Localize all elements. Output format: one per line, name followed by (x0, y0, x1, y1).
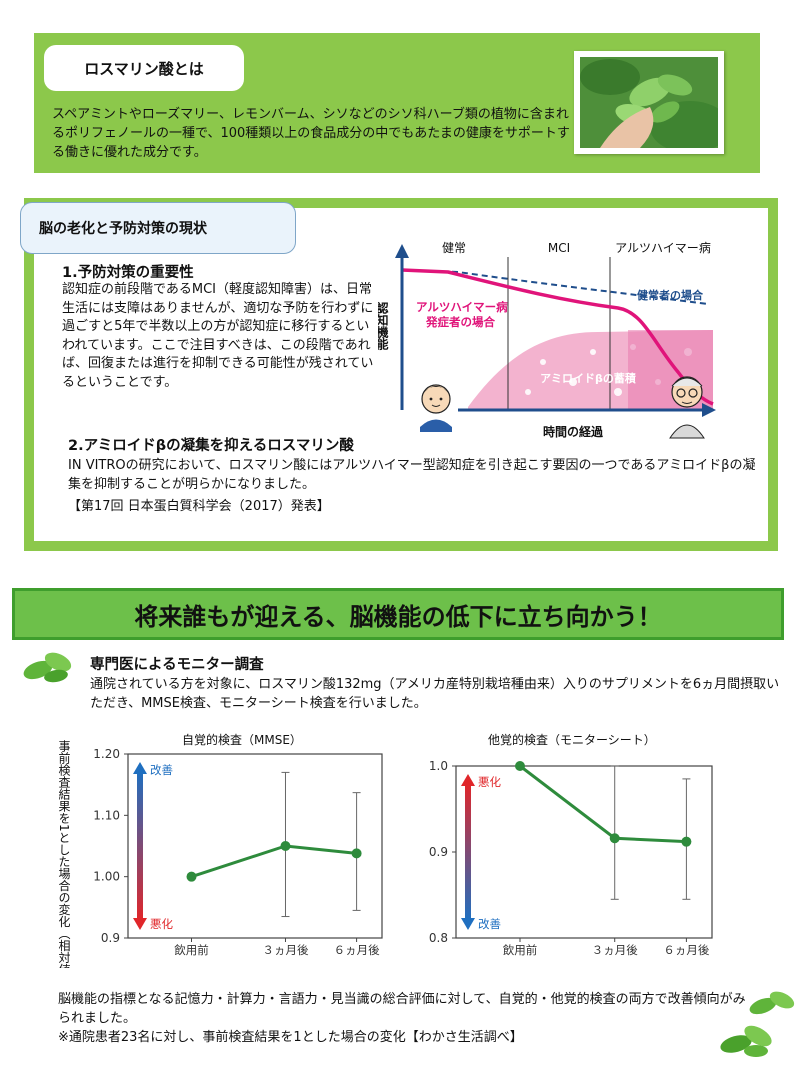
cognition-axis-label: 認知機能 (378, 301, 389, 351)
y-tick-label: 1.10 (93, 808, 120, 822)
chart2-title: 他覚的検査（モニターシート） (488, 733, 656, 747)
x-tick-label: ３ヵ月後 (592, 943, 638, 957)
footer-line1: 脳機能の指標となる記憶力・計算力・言語力・見当識の総合評価に対して、自覚的・他覚… (58, 992, 746, 1026)
svg-text:事前検査結果を1とした場合の変化（相対値）: 事前検査結果を1とした場合の変化（相対値） (57, 740, 71, 968)
amyloid-body: IN VITROの研究において、ロスマリン酸にはアルツハイマー型認知症を引き起こ… (68, 458, 756, 492)
x-tick-label: 飲用前 (174, 943, 209, 957)
rosmarinic-intro-section: ロスマリン酸とは スペアミントやローズマリー、レモンバーム、シソなどのシソ科ハー… (34, 33, 760, 173)
x-axis-arrow-icon (702, 403, 716, 417)
intro-title: ロスマリン酸とは (44, 45, 244, 91)
healthy-line (401, 269, 709, 305)
amyloid-reference: 【第17回 日本蛋白質科学会（2017）発表】 (68, 499, 330, 514)
series-line (519, 764, 687, 844)
stage-mci-label: MCI (548, 241, 570, 255)
y-tick-label: 0.9 (429, 845, 448, 859)
chart1-ylabel: 事前検査結果を1とした場合の変化（相対値） (57, 740, 71, 968)
direction-arrow-shaft (137, 772, 143, 920)
prevention-heading: 1.予防対策の重要性 (62, 265, 194, 281)
chart1-title: 自覚的検査（MMSE） (182, 733, 302, 747)
mint-photo (574, 51, 724, 154)
arrow-top-label: 改善 (150, 763, 173, 777)
mint-leaf-icon (23, 652, 72, 683)
arrow-bottom-label: 改善 (478, 917, 501, 931)
arrow-up-icon (461, 774, 475, 786)
arrow-top-label: 悪化 (478, 775, 501, 789)
y-tick-label: 1.0 (429, 759, 448, 773)
arrow-bottom-label: 悪化 (150, 917, 173, 931)
headline-banner: 将来誰もが迎える、脳機能の低下に立ち向かう！ (12, 588, 784, 640)
cognitive-decline-diagram: 健常 MCI アルツハイマー病 健常者の場合 アルツハイマー病 発症者の場合 ア… (378, 240, 716, 439)
x-tick-label: ３ヵ月後 (262, 943, 308, 957)
patient-case-label-2: 発症者の場合 (425, 315, 495, 329)
healthy-case-label: 健常者の場合 (637, 288, 704, 302)
stage-healthy-label: 健常 (442, 241, 466, 255)
data-point (609, 833, 620, 844)
mint-leaf-icon (749, 991, 795, 1015)
mint-leaf-icon (720, 1025, 772, 1057)
data-point (351, 848, 362, 859)
y-axis-arrow-icon (395, 244, 409, 258)
elderly-person-icon (669, 376, 705, 439)
monitor-body: 通院されている方を対象に、ロスマリン酸132mg（アメリカ産特別栽培種由来）入り… (90, 677, 780, 711)
arrow-down-icon (133, 918, 147, 930)
y-tick-label: 1.00 (93, 870, 120, 884)
x-tick-label: ６ヵ月後 (663, 943, 709, 957)
prevention-body: 認知症の前段階であるMCI（軽度認知障害）は、日常生活には支障はありませんが、適… (62, 282, 374, 390)
brain-aging-title: 脳の老化と予防対策の現状 (20, 202, 296, 254)
stage-alzheimer-label: アルツハイマー病 (615, 240, 711, 255)
amyloid-label: アミロイドβの蓄積 (540, 371, 637, 385)
data-point (681, 836, 692, 847)
y-tick-label: 0.8 (429, 931, 448, 945)
y-tick-label: 1.20 (93, 747, 120, 761)
footer-note: 脳機能の指標となる記憶力・計算力・言語力・見当識の総合評価に対して、自覚的・他覚… (58, 990, 748, 1047)
data-point (186, 871, 197, 882)
patient-case-label-1: アルツハイマー病 (416, 300, 508, 314)
data-point (515, 761, 525, 771)
direction-arrow-shaft (465, 784, 471, 920)
plot-frame (455, 765, 713, 939)
data-point (280, 841, 291, 851)
time-axis-label: 時間の経過 (543, 424, 604, 439)
intro-body: スペアミントやローズマリー、レモンバーム、シソなどのシソ科ハーブ類の植物に含まれ… (52, 107, 570, 160)
arrow-down-icon (461, 918, 475, 930)
arrow-up-icon (133, 762, 147, 774)
plot-frame (127, 753, 383, 939)
footer-line2: ※通院患者23名に対し、事前検査結果を1とした場合の変化【わかさ生活調べ】 (58, 1030, 523, 1045)
amyloid-heading: 2.アミロイドβの凝集を抑えるロスマリン酸 (68, 438, 354, 454)
x-tick-label: ６ヵ月後 (334, 943, 380, 957)
monitor-heading: 専門医によるモニター調査 (90, 657, 264, 673)
x-tick-label: 飲用前 (503, 943, 538, 957)
person-icon (420, 384, 452, 432)
y-tick-label: 0.9 (101, 931, 120, 945)
series-line (191, 844, 357, 879)
